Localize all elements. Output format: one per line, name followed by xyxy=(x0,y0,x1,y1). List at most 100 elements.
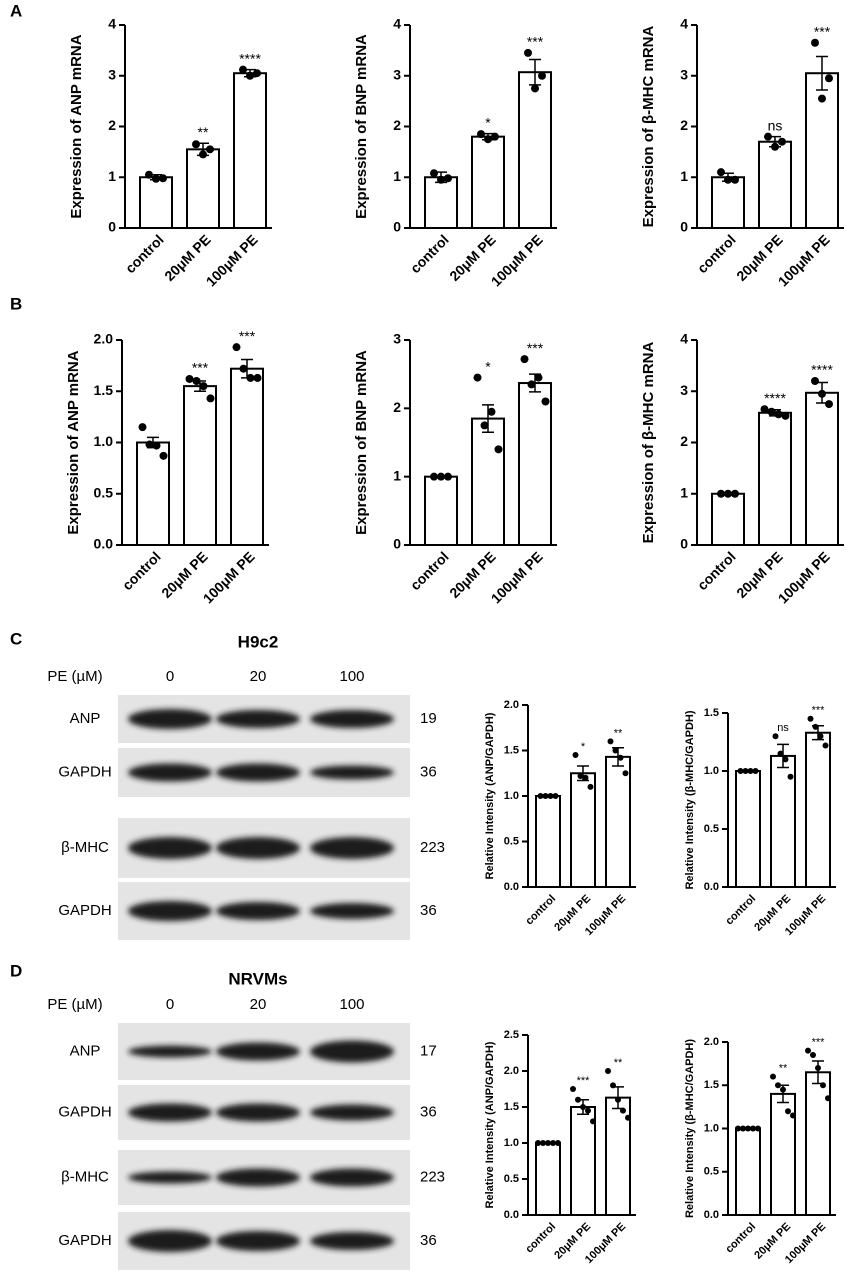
data-point xyxy=(735,1125,741,1132)
size-label: 223 xyxy=(420,1168,445,1185)
data-point xyxy=(817,733,824,740)
blot-band xyxy=(128,763,212,782)
bar xyxy=(139,176,173,229)
data-point xyxy=(253,373,262,382)
data-point xyxy=(138,423,147,432)
data-point xyxy=(612,747,619,754)
data-point xyxy=(538,71,546,80)
blot-band xyxy=(310,710,394,728)
dose-label: 20 xyxy=(250,996,267,1013)
data-point xyxy=(820,1082,826,1089)
significance: *** xyxy=(577,1075,591,1087)
blot-band xyxy=(310,1168,394,1187)
significance: **** xyxy=(239,50,261,66)
y-tick-label: 1 xyxy=(680,168,688,184)
x-tick-label: 100μM PE xyxy=(488,548,546,606)
data-point xyxy=(825,74,833,83)
blot-band xyxy=(310,1232,394,1250)
y-tick-label: 2 xyxy=(680,117,688,133)
significance: ** xyxy=(198,124,209,140)
bar xyxy=(518,382,552,546)
y-tick-label: 2.0 xyxy=(94,331,114,347)
y-tick-label: 1.5 xyxy=(504,1101,519,1113)
data-point xyxy=(775,1082,781,1089)
data-point xyxy=(731,175,739,184)
error-bar xyxy=(777,743,789,769)
y-tick-label: 1.0 xyxy=(504,1137,519,1149)
data-point xyxy=(615,1096,621,1103)
data-point xyxy=(585,1107,591,1114)
y-tick-label: 3 xyxy=(393,331,401,347)
data-point xyxy=(717,168,725,177)
data-point xyxy=(724,175,732,184)
panel-label: D xyxy=(10,961,22,980)
blot-title: H9c2 xyxy=(238,632,279,651)
y-axis-label: Relative Intensity (β-MHC/GAPDH) xyxy=(684,710,696,889)
bar xyxy=(233,72,267,230)
bar xyxy=(805,1071,831,1217)
size-label: 36 xyxy=(420,763,437,780)
significance: ** xyxy=(614,1057,623,1069)
data-point xyxy=(239,65,247,74)
y-tick-label: 3 xyxy=(680,66,688,82)
significance: * xyxy=(581,741,586,753)
data-point xyxy=(253,69,261,78)
blot-band xyxy=(128,1103,212,1122)
data-point xyxy=(444,472,452,481)
data-point xyxy=(787,773,794,780)
blot-band xyxy=(128,1230,212,1252)
blot-band xyxy=(216,710,300,728)
data-point xyxy=(771,142,779,151)
bar xyxy=(424,176,458,229)
protein-label: β-MHC xyxy=(61,839,109,856)
data-point xyxy=(206,145,214,154)
significance: *** xyxy=(527,34,544,50)
blot-band xyxy=(216,1103,300,1122)
data-point xyxy=(778,137,786,146)
data-point xyxy=(473,373,482,382)
x-tick-label: control xyxy=(723,893,758,928)
bar xyxy=(805,391,839,546)
y-tick-label: 3 xyxy=(680,382,688,398)
protein-label: GAPDH xyxy=(58,902,111,919)
data-point xyxy=(199,150,207,159)
y-tick-label: 1.0 xyxy=(704,765,719,777)
bar xyxy=(758,411,792,546)
data-point xyxy=(531,84,539,93)
dose-label: 100 xyxy=(339,668,364,685)
data-point xyxy=(550,1140,556,1146)
x-tick-label: 100μM PE xyxy=(775,548,833,606)
data-point xyxy=(430,169,438,178)
protein-label: GAPDH xyxy=(58,763,111,780)
bar xyxy=(535,795,561,888)
data-point xyxy=(437,472,445,481)
y-tick-label: 0 xyxy=(393,219,401,235)
y-tick-label: 1.5 xyxy=(704,1079,719,1091)
bar xyxy=(770,1092,796,1217)
data-point xyxy=(790,1112,796,1119)
y-tick-label: 2.5 xyxy=(504,1029,519,1041)
data-point xyxy=(772,733,779,740)
y-tick-label: 0 xyxy=(680,219,688,235)
bar xyxy=(183,385,217,546)
y-tick-label: 0.5 xyxy=(504,835,519,847)
data-point xyxy=(491,132,499,141)
significance: *** xyxy=(239,328,256,344)
data-point xyxy=(610,1082,616,1089)
bar xyxy=(424,475,458,546)
significance: * xyxy=(485,358,491,374)
blot-band xyxy=(128,709,212,729)
data-point xyxy=(239,364,248,373)
data-point xyxy=(764,132,772,141)
y-tick-label: 4 xyxy=(680,331,688,347)
significance: *** xyxy=(527,340,544,356)
y-tick-label: 0.0 xyxy=(504,1209,519,1221)
data-point xyxy=(818,94,826,103)
significance: ** xyxy=(779,1063,788,1075)
y-tick-label: 0.0 xyxy=(704,1209,719,1221)
size-label: 36 xyxy=(420,1103,437,1120)
x-tick-label: 100μM PE xyxy=(203,231,261,289)
data-point xyxy=(807,715,814,722)
data-point xyxy=(159,451,168,460)
x-tick-label: control xyxy=(407,231,452,276)
